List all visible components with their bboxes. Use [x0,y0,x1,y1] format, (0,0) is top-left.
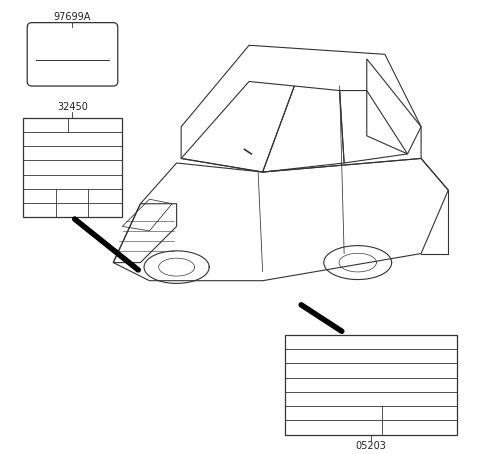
Text: 32450: 32450 [57,102,88,112]
Bar [23,118,122,217]
Text: 97699A: 97699A [54,12,91,22]
Text: 05203: 05203 [356,441,387,451]
Bar [285,335,457,434]
FancyBboxPatch shape [27,23,118,86]
